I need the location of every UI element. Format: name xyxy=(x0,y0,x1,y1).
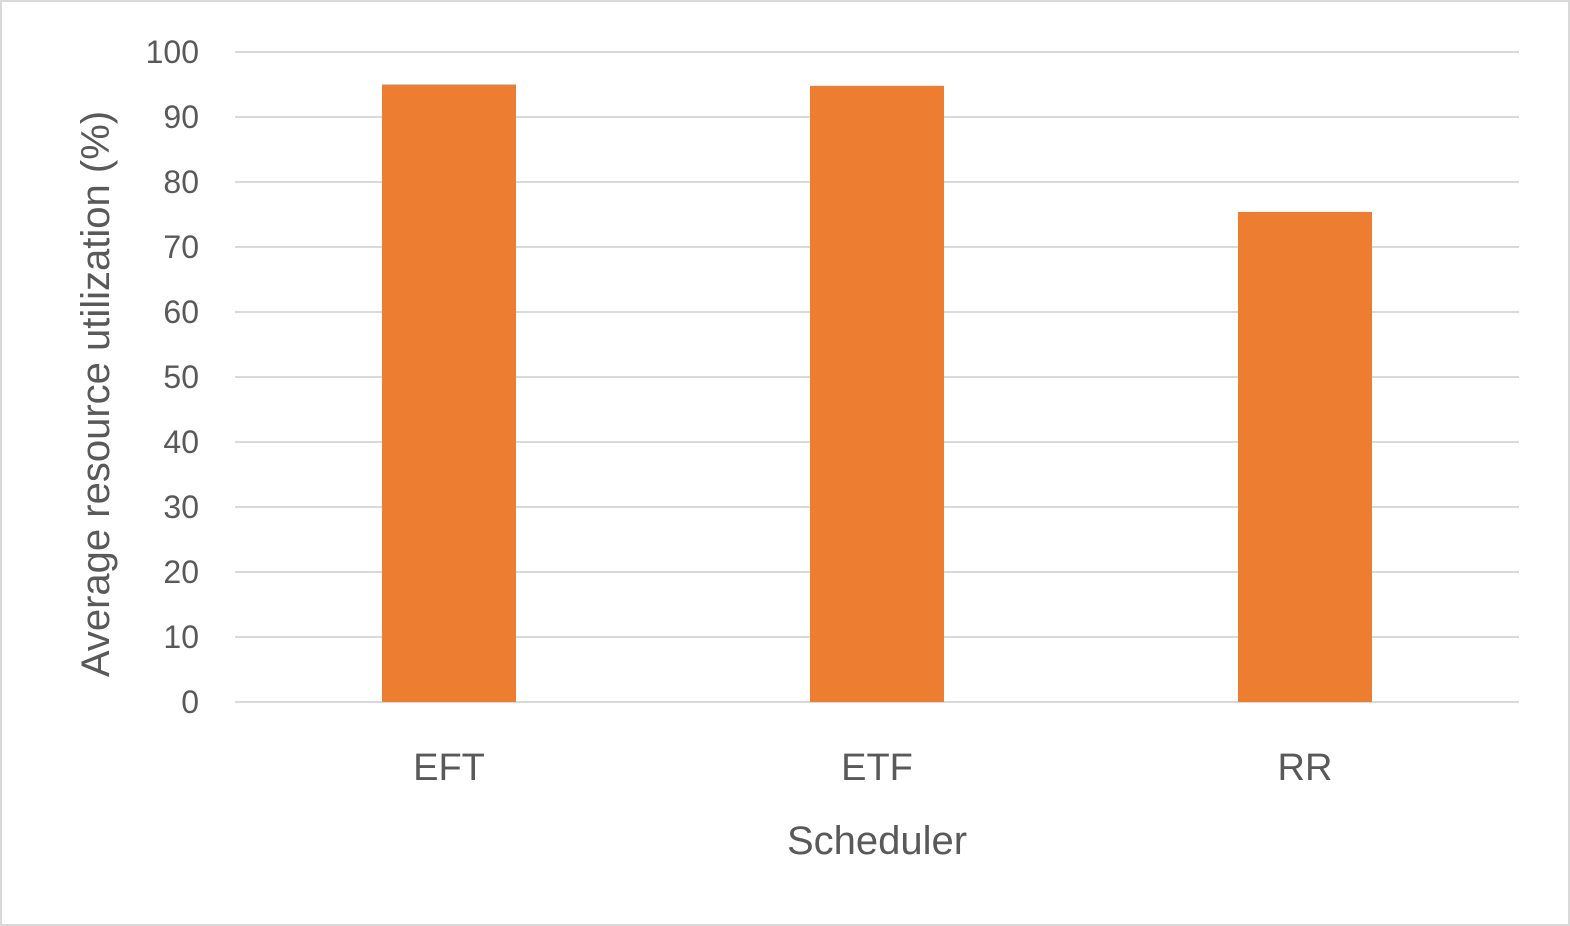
bar-rr xyxy=(1238,211,1372,702)
x-tick-labels: EFT ETF RR xyxy=(413,747,1332,789)
y-tick-label: 90 xyxy=(163,99,199,135)
y-tick-labels: 0 10 20 30 40 50 60 70 80 90 100 xyxy=(146,34,199,720)
x-tick-label-etf: ETF xyxy=(841,747,913,789)
y-tick-label: 30 xyxy=(163,489,199,525)
y-tick-label: 10 xyxy=(163,619,199,655)
bars xyxy=(382,84,1372,703)
y-tick-label: 100 xyxy=(146,34,199,70)
bar-eft xyxy=(382,84,516,702)
y-tick-label: 80 xyxy=(163,164,199,200)
y-tick-label: 40 xyxy=(163,424,199,460)
y-tick-label: 50 xyxy=(163,359,199,395)
x-axis-title: Scheduler xyxy=(787,819,967,863)
x-tick-label-rr: RR xyxy=(1278,747,1333,789)
bar-etf xyxy=(810,85,944,703)
y-axis-title: Average resource utilization (%) xyxy=(74,111,118,677)
y-tick-label: 20 xyxy=(163,554,199,590)
y-tick-label: 0 xyxy=(181,684,199,720)
y-tick-label: 70 xyxy=(163,229,199,265)
y-tick-label: 60 xyxy=(163,294,199,330)
x-tick-label-eft: EFT xyxy=(413,747,485,789)
